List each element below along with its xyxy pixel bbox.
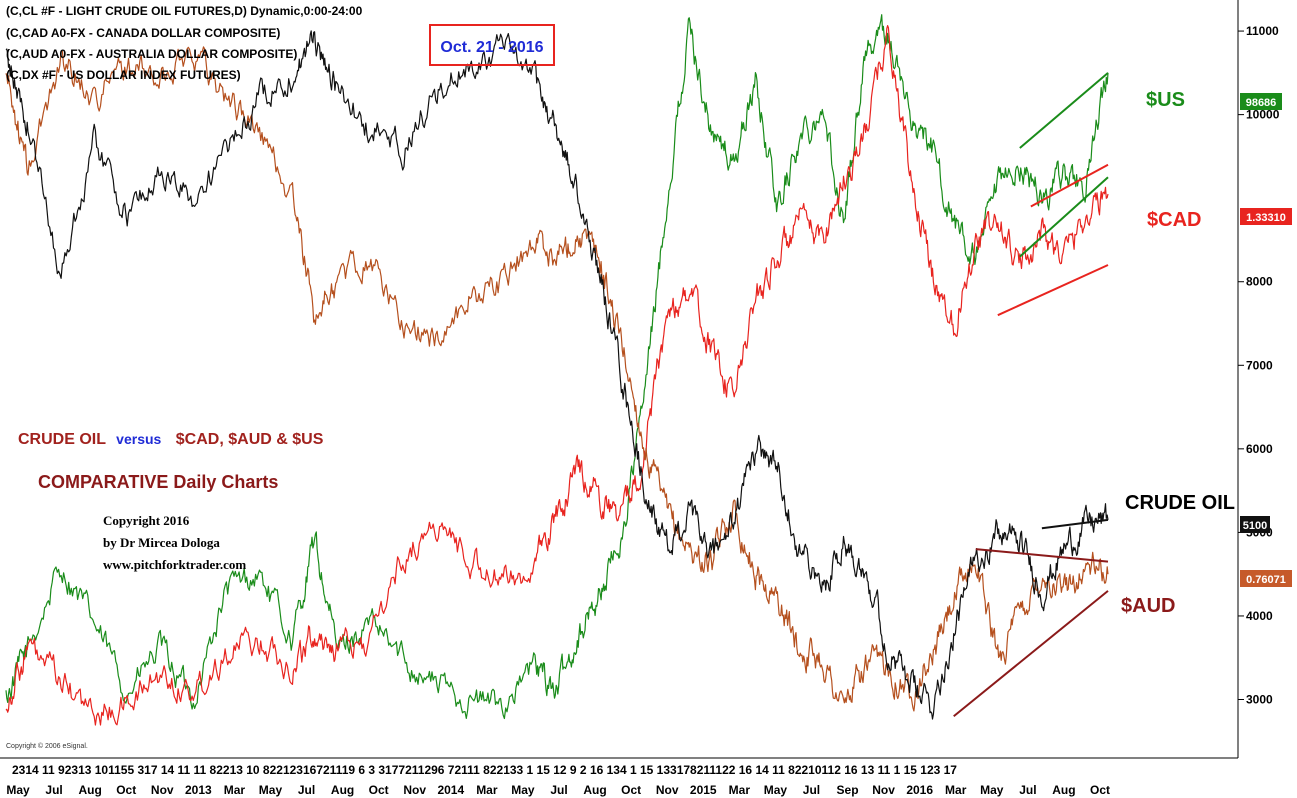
y-tick-label: 10000 [1246,108,1280,122]
x-month-label: Aug [583,783,606,797]
x-month-label: 2016 [906,783,933,797]
x-month-label: Nov [403,783,426,797]
header-line-3: (C,AUD A0-FX - AUSTRALIA DOLLAR COMPOSIT… [6,47,297,61]
x-month-label: May [259,783,283,797]
channel-line-us [1019,72,1109,149]
x-month-label: Aug [78,783,101,797]
date-box-frame [429,24,555,66]
series-line-cad [5,25,1109,726]
x-month-label: Sep [837,783,859,797]
x-month-label: Mar [729,783,751,797]
channel-line-aud [953,590,1109,717]
x-month-label: Aug [1052,783,1075,797]
channel-layer [953,72,1109,717]
x-month-label: Mar [476,783,498,797]
date-box-label: Oct. 21 - 2016 [440,39,543,56]
x-month-label: May [764,783,788,797]
x-month-label: 2013 [185,783,212,797]
chart-title: CRUDE OIL versus $CAD, $AUD & $US [18,431,324,448]
x-month-label: Mar [224,783,246,797]
aud-value-tag [1240,570,1292,587]
x-month-label: 2014 [437,783,464,797]
last-value-tags: 98686 1.33310 5100 0.76071 [1240,93,1292,587]
plot-frame [0,0,1239,759]
esignal-note: Copyright © 2006 eSignal. [6,742,88,750]
crude-value-tag [1240,516,1270,533]
us-value-text: 98686 [1246,97,1277,109]
chart-subtitle: COMPARATIVE Daily Charts [38,472,278,492]
x-month-label: Jul [803,783,820,797]
copyright-line-2: by Dr Mircea Dologa [103,535,220,550]
us-value-tag [1240,93,1282,110]
x-month-label: Jul [45,783,62,797]
x-month-label: May [6,783,30,797]
series-layer [5,14,1109,726]
x-month-label: Nov [872,783,895,797]
channel-line-crude-oil [1041,518,1109,530]
x-month-label: Jul [298,783,315,797]
copyright-line-3: www.pitchforktrader.com [103,557,246,572]
cad-value-text: 1.33310 [1246,212,1286,224]
channel-line-us [1019,176,1109,258]
y-tick-label: 11000 [1246,24,1279,38]
y-tick-label: 6000 [1246,442,1273,456]
series-label-cad: $CAD [1147,209,1201,231]
x-month-label: May [511,783,535,797]
x-month-label: Jul [550,783,567,797]
header-line-1: (C,CL #F - LIGHT CRUDE OIL FUTURES,D) Dy… [6,4,363,18]
series-line-aud [5,46,1109,712]
x-month-label: Oct [1090,783,1110,797]
title-part-versus: versus [116,431,161,447]
x-day-labels: 2314 11 92313 101155 317 14 11 11 82213 … [12,763,957,777]
aud-value-text: 0.76071 [1246,574,1286,586]
axis-layer: 3000400050006000700080001000011000MayJul… [6,24,1279,797]
crude-value-text: 5100 [1243,520,1267,532]
series-label-us: $US [1146,89,1185,111]
title-part-crude: CRUDE OIL [18,431,106,448]
series-line-us [5,14,1109,720]
x-month-label: Nov [656,783,679,797]
header-line-4: (C,DX #F - US DOLLAR INDEX FUTURES) [6,68,241,82]
channel-line-cad [1030,163,1109,208]
title-part-currencies: $CAD, $AUD & $US [176,431,324,448]
series-label-aud: $AUD [1121,595,1175,617]
cad-value-tag [1240,208,1292,225]
x-month-label: May [980,783,1004,797]
channel-line-aud [975,548,1109,563]
channel-line-cad [997,264,1109,317]
x-month-label: Jul [1019,783,1036,797]
x-month-label: Oct [369,783,389,797]
x-month-label: Mar [945,783,967,797]
y-tick-label: 3000 [1246,693,1273,707]
header-line-2: (C,CAD A0-FX - CANADA DOLLAR COMPOSITE) [6,26,280,40]
x-month-label: Oct [621,783,641,797]
x-month-label: Oct [116,783,136,797]
copyright-block: Copyright 2016 by Dr Mircea Dologa www.p… [103,513,246,572]
x-month-label: Aug [331,783,354,797]
y-tick-label: 7000 [1246,358,1273,372]
series-label-crude: CRUDE OIL [1125,492,1235,514]
copyright-line-1: Copyright 2016 [103,513,190,528]
y-tick-label: 4000 [1246,609,1273,623]
x-month-label: 2015 [690,783,717,797]
header-legend: (C,CL #F - LIGHT CRUDE OIL FUTURES,D) Dy… [6,4,363,82]
y-tick-label: 8000 [1246,275,1273,289]
series-line-crude-oil [5,30,1109,720]
x-month-label: Nov [151,783,174,797]
